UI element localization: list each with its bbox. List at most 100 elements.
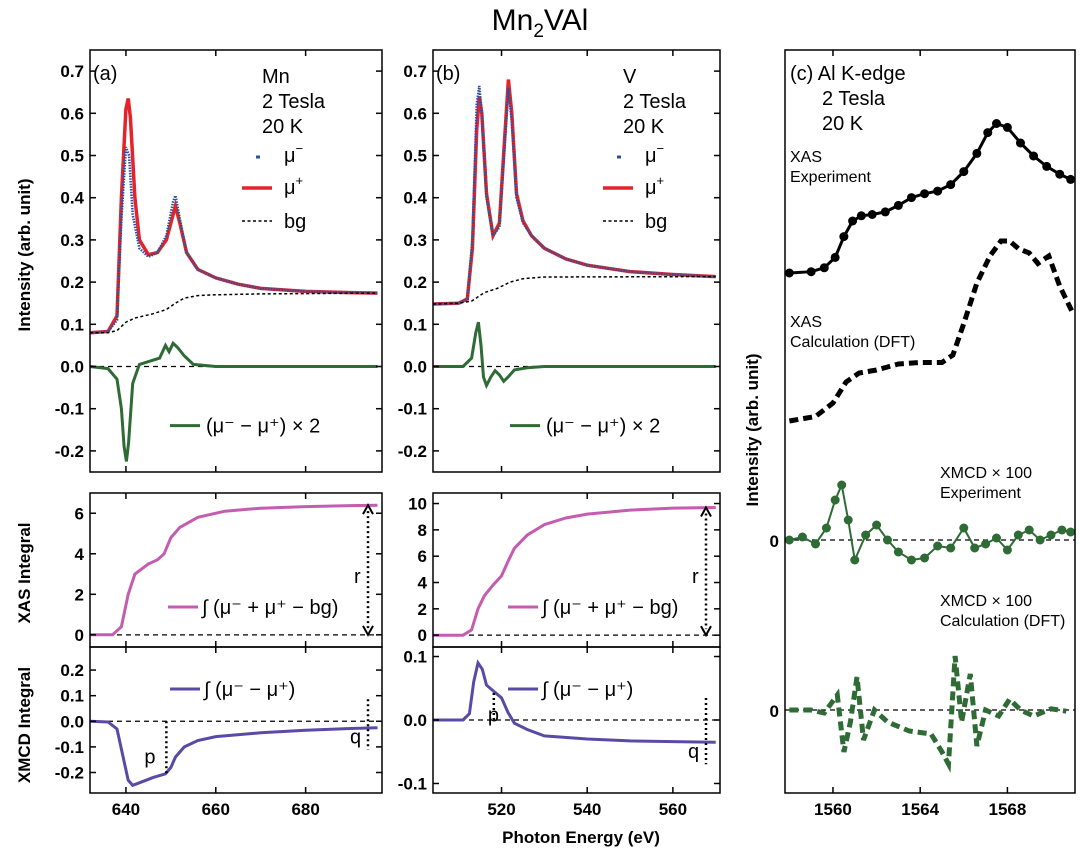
legend-mu-minus-sup: −: [296, 141, 304, 156]
plot-frame: [432, 49, 721, 473]
y-tick-label: 0.0: [403, 711, 427, 730]
legend-mu-plus-mu: μ: [284, 177, 296, 199]
label-xas-calc-2: Calculation (DFT): [790, 334, 915, 351]
series-xas-integral: [90, 503, 378, 637]
point-xmcd-experiment: [959, 523, 969, 533]
y-tick-label: -0.2: [55, 442, 84, 461]
point-xas-experiment: [893, 200, 903, 210]
point-xmcd-experiment: [1024, 525, 1034, 535]
y-tick-label: -0.2: [55, 764, 84, 783]
point-xas-experiment: [1042, 161, 1052, 171]
y-tick-label: 0.4: [60, 189, 84, 208]
y-tick-label: 0.5: [60, 147, 84, 166]
series-mu-plus: [89, 98, 378, 335]
point-xmcd-experiment: [946, 543, 956, 553]
series-mu-plus: [432, 79, 716, 306]
point-xmcd-experiment: [920, 553, 930, 563]
y-tick-label: 0.0: [403, 358, 427, 377]
x-tick-label: 560: [659, 800, 687, 819]
point-xas-experiment: [819, 263, 829, 273]
y-tick-label: -0.1: [398, 400, 427, 419]
point-xas-experiment: [972, 148, 982, 158]
legend-mu-minus-mu: μ: [284, 145, 296, 167]
y-tick-label: 4: [418, 574, 428, 593]
legend-mu-minus: μ−: [284, 141, 303, 167]
y-tick-label: 0.2: [60, 661, 84, 680]
series-xas-calculation: [788, 238, 1076, 424]
panel-label: (b): [436, 63, 460, 85]
zero-label-xmcd-calc: 0: [770, 702, 779, 721]
r-arrow-head-top: [362, 503, 374, 515]
y-tick-label: 0.3: [403, 231, 427, 250]
point-xmcd-experiment: [861, 530, 871, 540]
point-xmcd-experiment: [1002, 545, 1012, 555]
point-xmcd-experiment: [784, 535, 794, 545]
y-tick-label: 0.1: [403, 315, 427, 334]
r-arrow-head-top: [700, 505, 712, 517]
y-tick-label: 0: [75, 626, 84, 645]
y-tick-label: 0.7: [60, 62, 84, 81]
legend-mu-plus-sup: +: [296, 173, 304, 188]
y-axis-label-c: Intensity (arb. unit): [743, 354, 762, 507]
y-tick-label: 0.2: [60, 273, 84, 292]
q-label: q: [350, 727, 361, 749]
title-main: Mn: [492, 4, 534, 37]
y-tick-label: 0.2: [403, 273, 427, 292]
series-mu-minus: [89, 146, 378, 334]
temperature-label: 20 K: [262, 116, 304, 138]
y-tick-label: 0.1: [60, 687, 84, 706]
panel-b-xas-integral: 0 2 4 6 8 10 ∫ (μ⁻ + μ⁺ − bg) r: [408, 492, 721, 648]
x-axis-label: Photon Energy (eV): [502, 828, 660, 847]
y-tick-label: 0.6: [403, 104, 427, 123]
r-arrow-head-bottom: [700, 625, 712, 638]
legend-xmcd: (μ⁻ − μ⁺) × 2: [546, 416, 660, 438]
x-tick-label: 680: [291, 800, 319, 819]
plot-frame: [89, 49, 383, 473]
legend-mu-plus-mu: μ: [645, 177, 657, 199]
label-xas-exp-2: Experiment: [790, 169, 871, 186]
point-xas-experiment: [933, 186, 943, 196]
point-xas-experiment: [856, 211, 866, 221]
plot-frame: [784, 49, 1076, 794]
x-tick-label: 540: [573, 800, 601, 819]
y-tick-label: -0.1: [55, 400, 84, 419]
label-xmcd-calc-2: Calculation (DFT): [940, 613, 1065, 630]
point-xas-experiment: [1002, 122, 1012, 132]
point-xas-experiment: [830, 252, 840, 262]
y-tick-label: -0.1: [55, 738, 84, 757]
x-tick-label: 640: [112, 800, 140, 819]
series-xmcd: [89, 340, 378, 462]
x-tick-label: 1560: [814, 800, 852, 819]
y-axis-label-a-top: Intensity (arb. unit): [15, 179, 34, 332]
point-xmcd-experiment: [906, 555, 916, 565]
label-xmcd-exp-1: XMCD × 100: [940, 465, 1032, 482]
point-xmcd-experiment: [1035, 535, 1045, 545]
point-xas-experiment: [992, 119, 1002, 128]
point-xmcd-experiment: [1046, 530, 1056, 540]
legend-xas-integral: ∫ (μ⁻ + μ⁺ − bg): [201, 597, 338, 619]
y-tick-label: 0: [418, 626, 427, 645]
point-xas-experiment: [1066, 174, 1076, 184]
y-tick-label: 8: [418, 521, 427, 540]
y-tick-label: 0.6: [60, 104, 84, 123]
legend-xmcd-integral: ∫ (μ⁻ − μ⁺): [203, 679, 295, 701]
point-xmcd-experiment: [933, 541, 943, 551]
series-xmcd-calculation: [789, 655, 1067, 773]
point-xmcd-experiment: [843, 515, 853, 525]
point-xas-experiment: [1055, 169, 1065, 179]
point-xmcd-experiment: [872, 520, 882, 530]
y-tick-label: 2: [418, 600, 427, 619]
label-xas-calc-1: XAS: [790, 314, 822, 331]
panel-label: (a): [93, 63, 117, 85]
y-tick-label: 0.0: [60, 712, 84, 731]
point-xmcd-experiment: [850, 555, 860, 565]
x-tick-label: 1564: [901, 800, 939, 819]
point-xas-experiment: [946, 180, 956, 190]
y-tick-label: 4: [75, 545, 85, 564]
panel-b-top: -0.2 -0.1 0.0 0.1 0.2 0.3 0.4 0.5 0.6 0.7 (b) V 2 Te…: [398, 49, 721, 473]
legend-mu-plus-sup: +: [657, 173, 665, 188]
legend-mu-minus-sup: −: [657, 141, 665, 156]
y-tick-label: 6: [75, 504, 84, 523]
y-tick-label: 10: [408, 495, 427, 514]
